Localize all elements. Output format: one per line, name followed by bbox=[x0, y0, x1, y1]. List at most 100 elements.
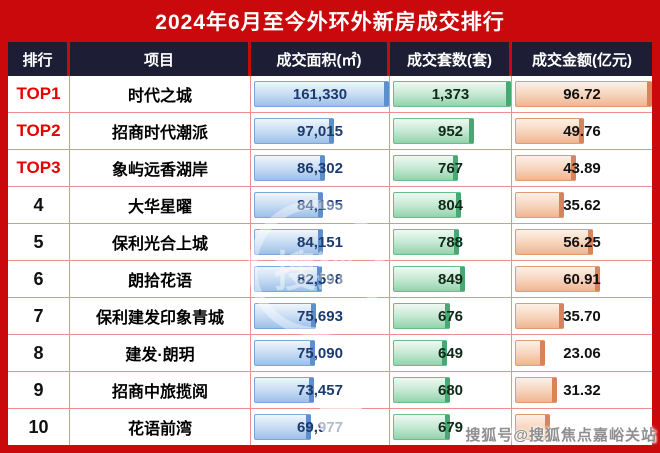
area-cell: 97,015 bbox=[251, 113, 390, 149]
amount-cell: 49.76 bbox=[512, 113, 652, 149]
area-value: 161,330 bbox=[292, 85, 348, 103]
units-value: 804 bbox=[437, 196, 464, 214]
area-cell: 161,330 bbox=[251, 76, 390, 112]
units-cell: 767 bbox=[390, 150, 512, 186]
units-value: 1,373 bbox=[431, 85, 470, 103]
area-cell: 75,693 bbox=[251, 298, 390, 334]
amount-value: 35.70 bbox=[563, 307, 601, 325]
page-title: 2024年6月至今外环外新房成交排行 bbox=[155, 11, 505, 34]
amount-bar bbox=[515, 377, 558, 403]
amount-bar bbox=[515, 229, 594, 255]
area-value: 75,090 bbox=[297, 344, 343, 362]
amount-bar bbox=[515, 414, 550, 440]
project-name: 朗拾花语 bbox=[70, 261, 251, 297]
ranking-table: 排行 项目 成交面积(㎡) 成交套数(套) 成交金额(亿元) TOP1 时代之城… bbox=[8, 42, 652, 445]
project-name: 象屿远香湖岸 bbox=[70, 150, 251, 186]
rank-cell: TOP3 bbox=[8, 150, 70, 186]
area-bar bbox=[254, 377, 314, 403]
units-value: 649 bbox=[437, 344, 464, 362]
table-row: 7 保利建发印象青城 75,693 676 35.70 bbox=[8, 298, 652, 335]
amount-value: 49.76 bbox=[563, 122, 601, 140]
rank-cell: TOP1 bbox=[8, 76, 70, 112]
area-cell: 82,598 bbox=[251, 261, 390, 297]
amount-value: 31.32 bbox=[563, 381, 601, 399]
rank-cell: 6 bbox=[8, 261, 70, 297]
units-bar bbox=[393, 414, 450, 440]
header-amount: 成交金额(亿元) bbox=[532, 51, 632, 69]
area-bar bbox=[254, 266, 322, 292]
header-project: 项目 bbox=[70, 42, 251, 76]
table-header-row: 排行 项目 成交面积(㎡) 成交套数(套) 成交金额(亿元) bbox=[8, 42, 652, 76]
units-bar bbox=[393, 229, 460, 255]
table-row: TOP2 招商时代潮派 97,015 952 49.76 bbox=[8, 113, 652, 150]
units-cell: 804 bbox=[390, 187, 512, 223]
table-row: TOP1 时代之城 161,330 1,373 96.72 bbox=[8, 76, 652, 113]
units-value: 767 bbox=[437, 159, 464, 177]
rank-cell: 10 bbox=[8, 409, 70, 445]
units-bar bbox=[393, 377, 450, 403]
area-bar bbox=[254, 229, 324, 255]
units-bar bbox=[393, 118, 474, 144]
amount-bar bbox=[515, 118, 584, 144]
table-row: 8 建发·朗玥 75,090 649 23.06 bbox=[8, 335, 652, 372]
area-bar bbox=[254, 414, 311, 440]
area-value: 84,151 bbox=[297, 233, 343, 251]
table-row: 4 大华星曜 84,195 804 35.62 bbox=[8, 187, 652, 224]
area-bar bbox=[254, 118, 334, 144]
area-value: 97,015 bbox=[297, 122, 343, 140]
area-bar bbox=[254, 81, 389, 107]
units-cell: 676 bbox=[390, 298, 512, 334]
amount-bar bbox=[515, 340, 546, 366]
amount-cell bbox=[512, 409, 652, 445]
amount-cell: 35.62 bbox=[512, 187, 652, 223]
amount-bar bbox=[515, 155, 576, 181]
amount-value: 96.72 bbox=[563, 85, 601, 103]
units-bar bbox=[393, 192, 461, 218]
table-body: TOP1 时代之城 161,330 1,373 96.72 TOP2 招商时代潮… bbox=[8, 76, 652, 445]
project-name: 招商时代潮派 bbox=[70, 113, 251, 149]
units-cell: 649 bbox=[390, 335, 512, 371]
rank-cell: 5 bbox=[8, 224, 70, 260]
amount-bar bbox=[515, 192, 564, 218]
header-rank: 排行 bbox=[8, 42, 70, 76]
rank-cell: TOP2 bbox=[8, 113, 70, 149]
project-name: 招商中旅揽阅 bbox=[70, 372, 251, 408]
units-cell: 679 bbox=[390, 409, 512, 445]
units-value: 680 bbox=[437, 381, 464, 399]
units-cell: 1,373 bbox=[390, 76, 512, 112]
units-bar bbox=[393, 303, 450, 329]
units-bar bbox=[393, 266, 465, 292]
units-bar bbox=[393, 81, 511, 107]
area-cell: 75,090 bbox=[251, 335, 390, 371]
table-row: 6 朗拾花语 82,598 849 60.91 bbox=[8, 261, 652, 298]
amount-bar bbox=[515, 266, 601, 292]
amount-value: 43.89 bbox=[563, 159, 601, 177]
table-row: TOP3 象屿远香湖岸 86,302 767 43.89 bbox=[8, 150, 652, 187]
area-value: 84,195 bbox=[297, 196, 343, 214]
area-cell: 73,457 bbox=[251, 372, 390, 408]
project-name: 保利光合上城 bbox=[70, 224, 251, 260]
area-bar bbox=[254, 192, 324, 218]
area-cell: 86,302 bbox=[251, 150, 390, 186]
table-row: 9 招商中旅揽阅 73,457 680 31.32 bbox=[8, 372, 652, 409]
project-name: 保利建发印象青城 bbox=[70, 298, 251, 334]
amount-value: 35.62 bbox=[563, 196, 601, 214]
units-value: 679 bbox=[437, 418, 464, 436]
project-name: 花语前湾 bbox=[70, 409, 251, 445]
project-name: 建发·朗玥 bbox=[70, 335, 251, 371]
watermark-text: 搜狐号@搜狐焦点嘉峪关站 bbox=[465, 427, 657, 444]
rank-cell: 8 bbox=[8, 335, 70, 371]
project-name: 大华星曜 bbox=[70, 187, 251, 223]
project-name: 时代之城 bbox=[70, 76, 251, 112]
area-cell: 84,151 bbox=[251, 224, 390, 260]
amount-value: 56.25 bbox=[563, 233, 601, 251]
units-value: 676 bbox=[437, 307, 464, 325]
area-value: 69,977 bbox=[297, 418, 343, 436]
area-value: 73,457 bbox=[297, 381, 343, 399]
amount-bar bbox=[515, 81, 652, 107]
amount-cell: 35.70 bbox=[512, 298, 652, 334]
rank-cell: 9 bbox=[8, 372, 70, 408]
units-cell: 680 bbox=[390, 372, 512, 408]
amount-cell: 23.06 bbox=[512, 335, 652, 371]
